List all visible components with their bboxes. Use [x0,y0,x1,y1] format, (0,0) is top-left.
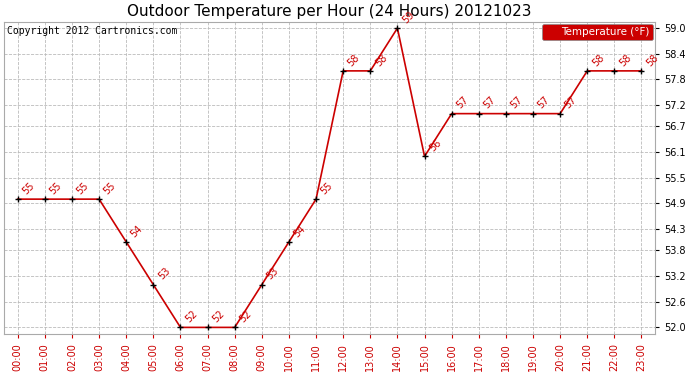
Text: 58: 58 [373,52,389,68]
Text: 57: 57 [455,95,471,111]
Text: Copyright 2012 Cartronics.com: Copyright 2012 Cartronics.com [8,26,178,36]
Text: 55: 55 [102,180,118,196]
Text: 57: 57 [536,95,552,111]
Text: 54: 54 [129,223,145,239]
Text: 52: 52 [237,309,253,325]
Text: 59: 59 [400,9,416,26]
Text: 58: 58 [617,52,633,68]
Text: 52: 52 [184,309,199,325]
Title: Outdoor Temperature per Hour (24 Hours) 20121023: Outdoor Temperature per Hour (24 Hours) … [128,4,532,19]
Text: 55: 55 [21,180,37,196]
Text: 54: 54 [292,223,308,239]
Text: 57: 57 [482,95,497,111]
Text: 57: 57 [509,95,524,111]
Text: 53: 53 [156,266,172,282]
Text: 53: 53 [264,266,280,282]
Legend: Temperature (°F): Temperature (°F) [542,24,653,40]
Text: 55: 55 [319,180,335,196]
Text: 52: 52 [210,309,226,325]
Text: 58: 58 [644,52,660,68]
Text: 58: 58 [346,52,362,68]
Text: 56: 56 [427,138,443,154]
Text: 58: 58 [590,52,606,68]
Text: 55: 55 [48,180,63,196]
Text: 55: 55 [75,180,90,196]
Text: 57: 57 [563,95,579,111]
